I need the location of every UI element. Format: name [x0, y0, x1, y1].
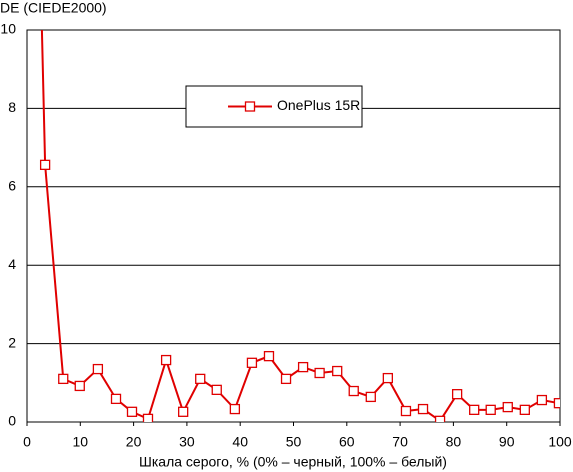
legend-label: OnePlus 15R — [277, 97, 360, 113]
marker — [400, 405, 412, 417]
x-tick-label: 10 — [73, 434, 89, 450]
marker — [502, 401, 513, 413]
y-tick-label: 10 — [0, 21, 16, 37]
plot-area — [39, 30, 560, 422]
x-tick-label: 100 — [548, 434, 572, 450]
marker — [142, 413, 154, 422]
marker — [434, 415, 446, 422]
x-tick-label: 40 — [232, 434, 248, 450]
marker — [246, 357, 258, 368]
marker — [417, 403, 429, 415]
legend-box — [185, 85, 363, 128]
marker — [195, 373, 206, 385]
marker — [74, 380, 85, 392]
x-tick-label: 90 — [499, 434, 515, 450]
y-tick-label: 8 — [8, 99, 16, 115]
marker — [485, 404, 496, 415]
x-tick-label: 50 — [286, 434, 302, 450]
y-tick-label: 0 — [8, 413, 16, 429]
marker — [332, 365, 343, 377]
marker — [160, 354, 172, 366]
marker — [280, 373, 292, 385]
marker — [58, 373, 69, 385]
legend-marker — [244, 101, 256, 112]
y-tick-label: 4 — [8, 256, 16, 272]
plot-frame — [26, 29, 561, 423]
x-axis-title: Шкала серого, % (0% – черный, 100% – бел… — [139, 454, 447, 470]
marker — [229, 403, 241, 415]
x-tick-label: 70 — [392, 434, 408, 450]
marker — [92, 363, 104, 375]
x-tick-label: 60 — [339, 434, 355, 450]
marker — [348, 385, 359, 397]
x-tick-label: 0 — [23, 434, 31, 450]
marker — [263, 350, 275, 362]
marker — [297, 361, 309, 373]
y-axis-title: DE (CIEDE2000) — [0, 0, 107, 16]
y-tick-label: 2 — [8, 334, 16, 350]
marker — [382, 372, 393, 384]
x-tick-label: 20 — [126, 434, 142, 450]
marker — [469, 404, 480, 415]
x-tick-label: 80 — [446, 434, 462, 450]
marker — [519, 404, 530, 415]
marker — [178, 406, 189, 417]
marker — [553, 398, 560, 409]
marker — [314, 367, 325, 379]
marker — [365, 391, 376, 403]
series-line — [40, 30, 560, 422]
marker — [110, 393, 122, 405]
y-tick-label: 6 — [8, 178, 16, 194]
marker — [211, 384, 222, 396]
marker — [536, 394, 548, 406]
marker — [39, 159, 51, 170]
marker — [126, 406, 138, 417]
x-tick-label: 30 — [179, 434, 195, 450]
marker — [451, 389, 463, 400]
